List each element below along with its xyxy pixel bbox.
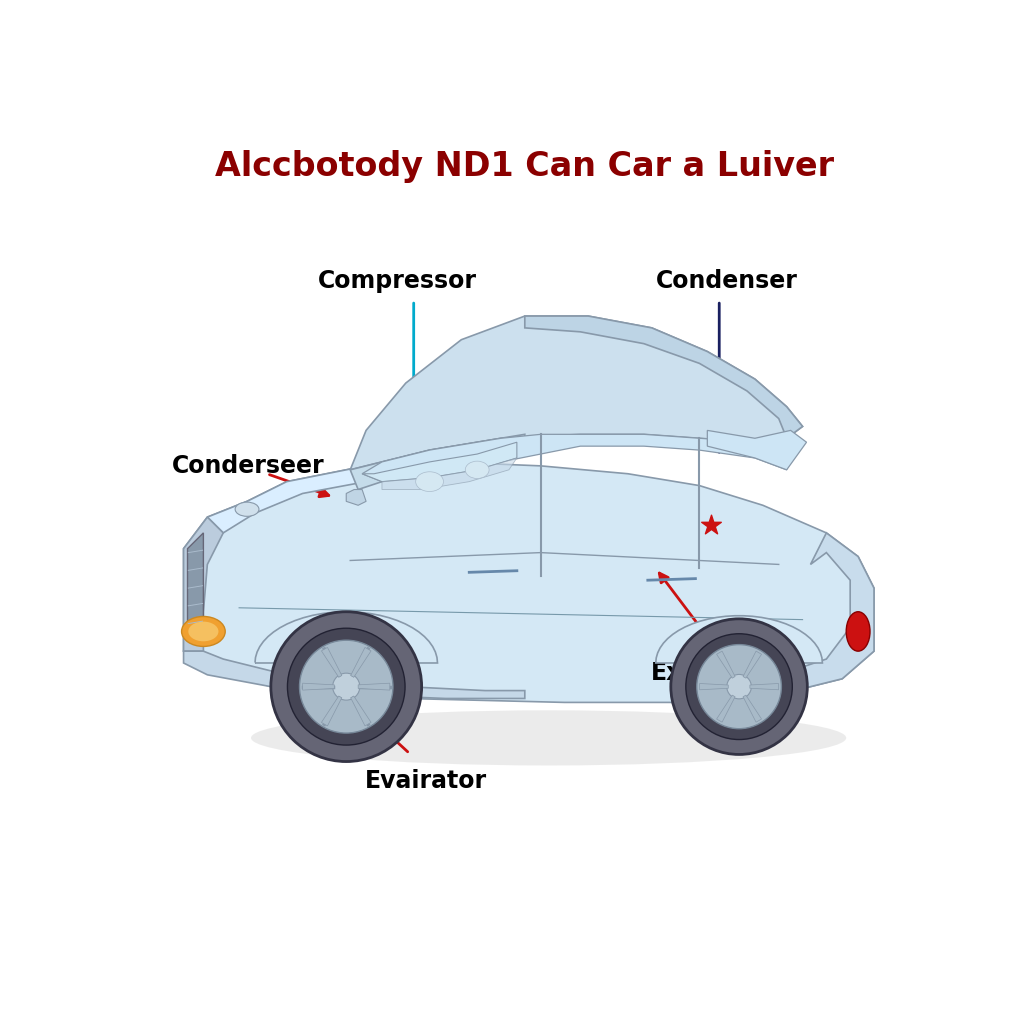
Polygon shape <box>346 489 367 505</box>
Text: Expansion
Valve: Expansion Valve <box>651 660 787 713</box>
Polygon shape <box>743 651 762 678</box>
Polygon shape <box>717 695 735 722</box>
Polygon shape <box>350 434 524 489</box>
Ellipse shape <box>846 611 870 651</box>
Polygon shape <box>541 434 699 454</box>
Polygon shape <box>699 438 786 470</box>
Polygon shape <box>778 532 873 694</box>
Ellipse shape <box>416 472 443 492</box>
Polygon shape <box>350 647 371 677</box>
Polygon shape <box>655 615 822 663</box>
Polygon shape <box>350 696 371 726</box>
Polygon shape <box>322 647 342 677</box>
Circle shape <box>696 644 781 729</box>
Circle shape <box>288 628 406 745</box>
Ellipse shape <box>465 461 489 478</box>
Circle shape <box>727 675 752 698</box>
Circle shape <box>299 640 393 733</box>
Text: Compressor: Compressor <box>318 268 477 293</box>
Polygon shape <box>362 442 517 481</box>
Polygon shape <box>708 430 807 470</box>
Text: Alccbotody ND1 Can Car a Luiver: Alccbotody ND1 Can Car a Luiver <box>215 150 835 182</box>
Polygon shape <box>255 611 437 663</box>
Polygon shape <box>183 651 524 698</box>
Polygon shape <box>382 458 517 489</box>
Ellipse shape <box>236 502 259 516</box>
Polygon shape <box>358 683 390 690</box>
Circle shape <box>686 634 793 739</box>
Text: Conderseer: Conderseer <box>172 454 325 478</box>
Polygon shape <box>207 454 461 532</box>
Polygon shape <box>717 651 735 678</box>
Polygon shape <box>183 517 223 651</box>
Ellipse shape <box>251 711 846 766</box>
Polygon shape <box>743 695 762 722</box>
Point <box>703 517 720 534</box>
Polygon shape <box>524 316 803 438</box>
Polygon shape <box>699 683 728 690</box>
Polygon shape <box>362 434 541 481</box>
Text: Condenser: Condenser <box>656 268 798 293</box>
Ellipse shape <box>181 616 225 646</box>
Polygon shape <box>187 532 204 632</box>
Text: Evairator: Evairator <box>365 769 486 794</box>
Circle shape <box>333 673 359 700</box>
Polygon shape <box>322 696 342 726</box>
Polygon shape <box>350 316 803 470</box>
Polygon shape <box>303 683 334 690</box>
Polygon shape <box>183 462 873 702</box>
Circle shape <box>270 611 422 762</box>
Ellipse shape <box>188 622 218 641</box>
Polygon shape <box>750 683 778 690</box>
Circle shape <box>671 618 807 755</box>
